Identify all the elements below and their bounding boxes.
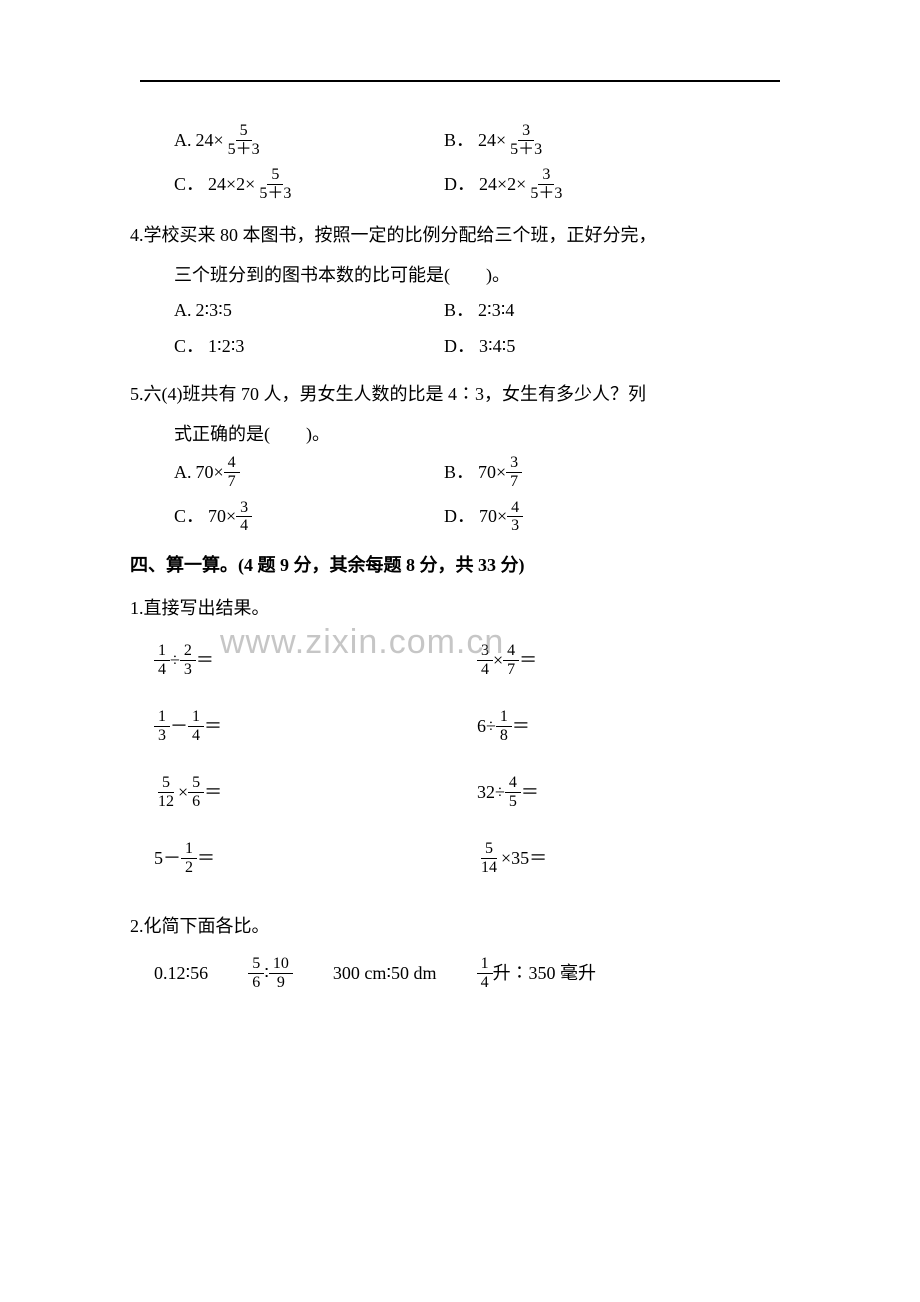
fraction: 13	[154, 708, 170, 744]
fraction: 47	[503, 642, 519, 678]
q4-cont: 三个班分到的图书本数的比可能是( )。	[174, 256, 800, 296]
option-label: D．	[444, 170, 475, 199]
fraction: 23	[180, 642, 196, 678]
q4: 4.学校买来 80 本图书，按照一定的比例分配给三个班，正好分完， 三个班分到的…	[130, 216, 800, 361]
option-label: A.	[174, 126, 192, 155]
fraction: 514	[477, 840, 501, 876]
q4-option-a: A. 2∶3∶5	[174, 296, 444, 325]
q4-option-d: D． 3∶4∶5	[444, 332, 714, 361]
calc-item: 14÷23＝	[154, 638, 477, 682]
fraction: 512	[154, 774, 178, 810]
option-label: B．	[444, 126, 474, 155]
calc-item: 5－12＝	[154, 836, 477, 880]
calc1-title: 1.直接写出结果。	[130, 594, 800, 623]
q5: 5.六(4)班共有 70 人，男女生人数的比是 4∶3，女生有多少人？列 式正确…	[130, 375, 800, 535]
q5-cont: 式正确的是( )。	[174, 415, 800, 455]
fraction: 34	[477, 642, 493, 678]
q5-option-b: B． 70× 3 7	[444, 454, 714, 490]
calc2-title: 2.化简下面各比。	[130, 912, 800, 941]
q3-option-c: C． 24×2× 5 5＋3	[174, 166, 444, 202]
ratio-c: 300 cm∶50 dm	[333, 955, 437, 991]
section4-title: 四、算一算。(4 题 9 分，其余每题 8 分，共 33 分)	[130, 551, 800, 580]
q5-option-d: D． 70× 4 3	[444, 499, 714, 535]
calc-item: 514×35＝	[477, 836, 800, 880]
q4-option-c: C． 1∶2∶3	[174, 332, 444, 361]
fraction: 12	[181, 840, 197, 876]
q5-option-c: C． 70× 3 4	[174, 499, 444, 535]
calc-item: 32÷45＝	[477, 770, 800, 814]
fraction: 5 5＋3	[224, 122, 264, 158]
fraction: 3 7	[506, 454, 522, 490]
option-prefix: 24×	[478, 126, 506, 155]
fraction: 18	[496, 708, 512, 744]
q5-stem: 5.六(4)班共有 70 人，男女生人数的比是 4∶3，女生有多少人？列	[130, 375, 800, 415]
fraction: 45	[505, 774, 521, 810]
fraction: 3 5＋3	[526, 166, 566, 202]
page-top-rule	[140, 80, 780, 82]
fraction: 14	[188, 708, 204, 744]
ratio-a: 0.12∶56	[154, 955, 208, 991]
q3-option-b: B． 24× 3 5＋3	[444, 122, 714, 158]
fraction: 5 5＋3	[255, 166, 295, 202]
fraction: 3 4	[236, 499, 252, 535]
ratio-b: 5 6 ∶ 10 9	[248, 955, 293, 991]
ratio-d: 1 4 升∶350 毫升	[477, 955, 597, 991]
calc-item: 34×47＝	[477, 638, 800, 682]
calc-item: 13－14＝	[154, 704, 477, 748]
calc1-grid: 14÷23＝34×47＝13－14＝6÷18＝512×56＝32÷45＝5－12…	[154, 638, 800, 902]
fraction: 4 7	[224, 454, 240, 490]
fraction: 14	[154, 642, 170, 678]
option-prefix: 24×2×	[208, 170, 255, 199]
calc-item: 6÷18＝	[477, 704, 800, 748]
q4-stem: 4.学校买来 80 本图书，按照一定的比例分配给三个班，正好分完，	[130, 216, 800, 256]
q4-option-b: B． 2∶3∶4	[444, 296, 714, 325]
fraction: 3 5＋3	[506, 122, 546, 158]
calc2-row: 0.12∶56 5 6 ∶ 10 9 300 cm∶50 dm 1 4 升∶35…	[154, 955, 800, 991]
fraction: 56	[188, 774, 204, 810]
q3-option-a: A. 24× 5 5＋3	[174, 122, 444, 158]
option-prefix: 24×2×	[479, 170, 526, 199]
option-prefix: 24×	[196, 126, 224, 155]
q5-option-a: A. 70× 4 7	[174, 454, 444, 490]
q3-option-d: D． 24×2× 3 5＋3	[444, 166, 714, 202]
fraction: 4 3	[507, 499, 523, 535]
option-label: C．	[174, 170, 204, 199]
q3-options: A. 24× 5 5＋3 B． 24× 3 5＋3	[130, 122, 800, 202]
calc-item: 512×56＝	[154, 770, 477, 814]
